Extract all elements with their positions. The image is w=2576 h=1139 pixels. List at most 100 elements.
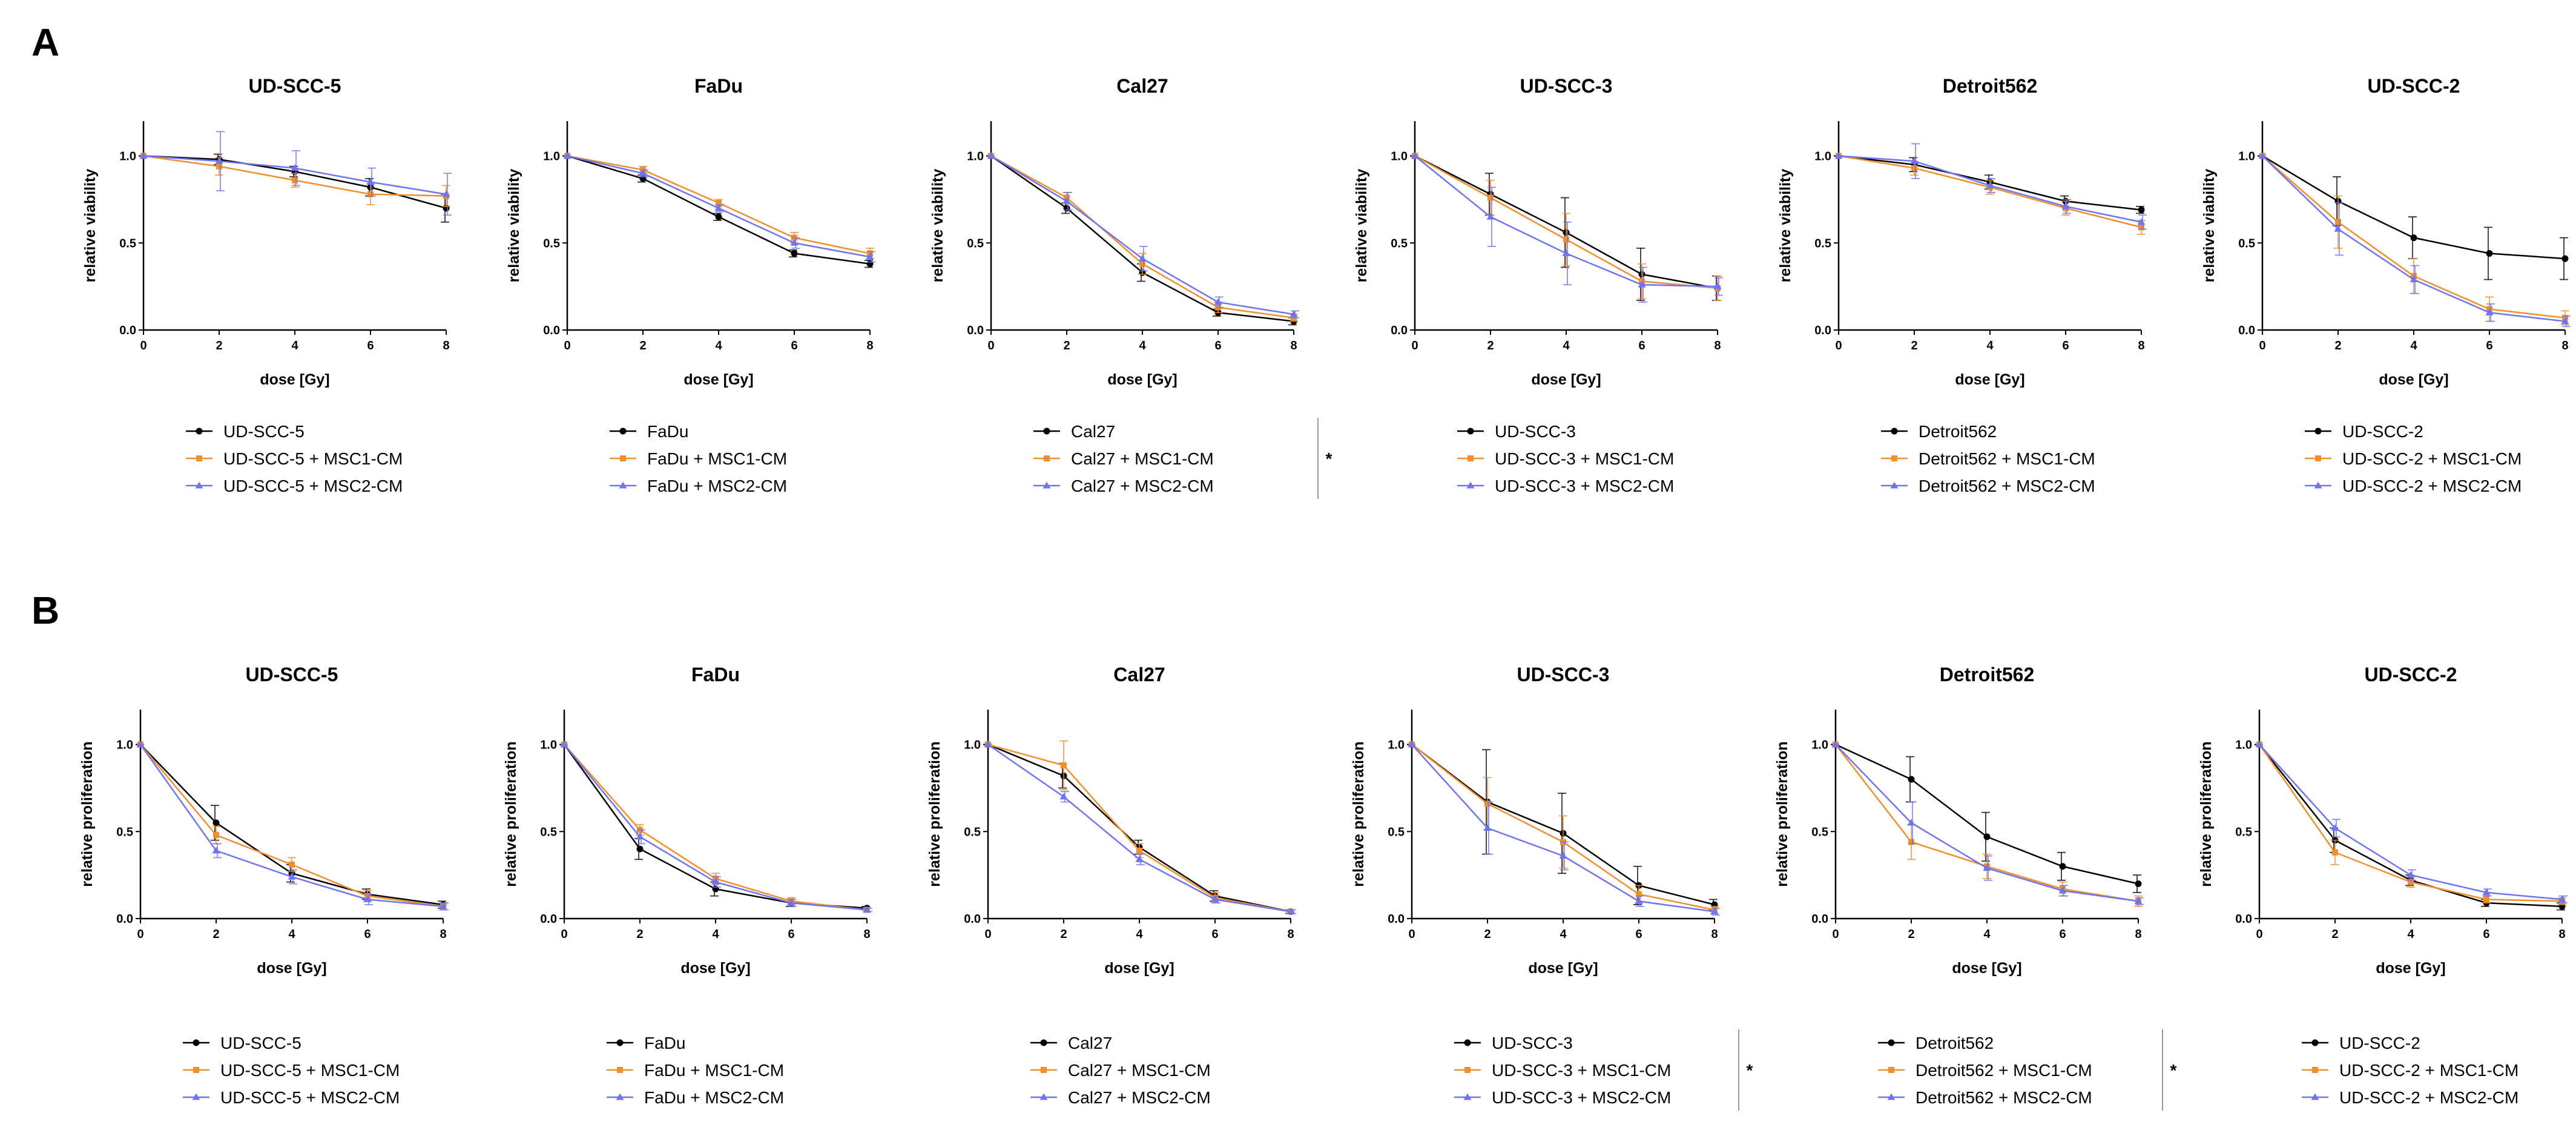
legend-entry: Detroit562 + MSC1-CM [1919,449,2095,468]
data-point [1635,897,1643,904]
x-axis-label: dose [Gy] [1104,960,1174,977]
legend: UD-SCC-2 UD-SCC-2 + MSC1-CM UD-SCC-2 + MSC… [2305,422,2522,495]
x-tick-label: 8 [2135,928,2141,941]
data-point [984,741,992,748]
legend-entry: UD-SCC-2 + MSC1-CM [2339,1061,2518,1080]
legend-marker [619,428,627,435]
y-tick-label: 0.5 [964,825,981,839]
x-tick-label: 8 [2558,928,2565,941]
legend-marker [192,1093,200,1100]
x-tick-label: 6 [1214,339,1221,352]
series-msc2 [2255,741,2568,904]
x-tick-label: 8 [1287,928,1294,941]
data-point [1907,819,1916,826]
x-tick-label: 8 [1290,339,1297,352]
legend-marker [2315,455,2321,461]
legend-entry: Cal27 + MSC1-CM [1068,1061,1211,1080]
series-msc2 [1411,152,1723,303]
y-tick-label: 0.0 [1811,913,1828,926]
y-tick-label: 1.0 [119,150,136,163]
data-point [560,741,568,748]
legend: FaDu FaDu + MSC1-CM FaDu + MSC2-CM [610,422,787,495]
legend-marker [2312,1067,2318,1073]
data-point [1834,152,1843,159]
data-point [2334,225,2342,232]
x-axis-label: dose [Gy] [2379,371,2448,388]
series-line [987,744,1291,913]
y-tick-label: 0.0 [2235,913,2252,926]
series-line [987,744,1291,913]
data-point [1487,194,1494,201]
data-point [2255,741,2264,748]
data-point [563,152,572,159]
legend-entry: UD-SCC-3 + MSC2-CM [1492,1088,1671,1107]
data-point [639,169,647,176]
charts-root: UD-SCC-5 0 2 4 6 8 0.0 0.5 1.0 dose [Gy] relative … [79,75,2571,1111]
chart-viability-cal27: Cal27 0 2 4 6 8 0.0 0.5 1.0 dose [Gy] relative via… [929,75,1332,499]
series-msc2 [1831,741,2144,905]
data-point [2483,896,2489,903]
x-tick-label: 2 [639,339,646,352]
data-point [712,885,719,893]
x-tick-label: 4 [1983,928,1991,941]
data-point [439,902,447,910]
data-point [791,250,798,257]
x-tick-label: 4 [1986,339,1994,352]
y-axis-label: relative proliferation [1350,741,1367,886]
data-point [2258,152,2267,159]
x-axis-label: dose [Gy] [1531,371,1601,388]
x-tick-label: 0 [984,928,991,941]
y-tick-label: 1.0 [967,150,984,163]
series-msc1 [1833,741,2143,907]
series-line [987,744,1291,913]
x-tick-label: 0 [987,339,994,352]
x-axis-label: dose [Gy] [260,371,329,388]
data-point [636,845,644,853]
x-tick-label: 4 [2410,339,2417,352]
series-line [564,744,868,911]
x-tick-label: 6 [2483,928,2489,941]
y-tick-label: 0.0 [967,324,984,337]
y-tick-label: 0.5 [2238,237,2255,250]
series-msc1 [137,741,447,911]
series-msc1 [1412,153,1722,302]
y-tick-label: 1.0 [2238,150,2255,163]
legend-marker [619,481,627,489]
data-point [1061,762,1067,768]
legend-marker [1466,481,1475,489]
legend-marker [196,428,203,435]
x-tick-label: 6 [1635,928,1642,941]
x-axis-label: dose [Gy] [1107,371,1177,388]
legend-entry: FaDu + MSC2-CM [644,1088,784,1107]
data-point [1062,197,1071,204]
legend-marker [193,1067,199,1073]
data-point [291,164,299,171]
y-tick-label: 0.5 [1388,825,1405,839]
y-tick-label: 0.5 [116,825,133,839]
legend-marker [1464,1067,1471,1073]
series-msc2 [984,741,1296,915]
series-msc1 [140,153,450,207]
chart-title: UD-SCC-3 [1517,664,1610,685]
data-point [212,819,220,827]
data-point [2137,218,2146,225]
data-point [2061,202,2070,210]
series-control [987,153,1297,326]
legend-entry: UD-SCC-5 [223,422,305,441]
legend-marker [195,481,203,489]
legend-entry: UD-SCC-5 + MSC2-CM [220,1088,400,1107]
data-point [212,847,220,854]
y-tick-label: 0.5 [119,237,136,250]
data-point [1638,280,1646,288]
series-msc1 [1836,153,2146,235]
x-tick-label: 8 [440,928,446,941]
x-tick-label: 6 [1211,928,1218,941]
y-tick-label: 1.0 [1388,739,1405,752]
x-tick-label: 2 [2331,928,2338,941]
x-tick-label: 0 [137,928,143,941]
legend-entry: UD-SCC-3 + MSC1-CM [1492,1061,1671,1080]
x-tick-label: 6 [791,339,797,352]
data-point [1136,847,1142,854]
chart-viability-ud-scc-5: UD-SCC-5 0 2 4 6 8 0.0 0.5 1.0 dose [Gy] relative … [82,75,452,495]
x-axis-label: dose [Gy] [2376,960,2445,977]
